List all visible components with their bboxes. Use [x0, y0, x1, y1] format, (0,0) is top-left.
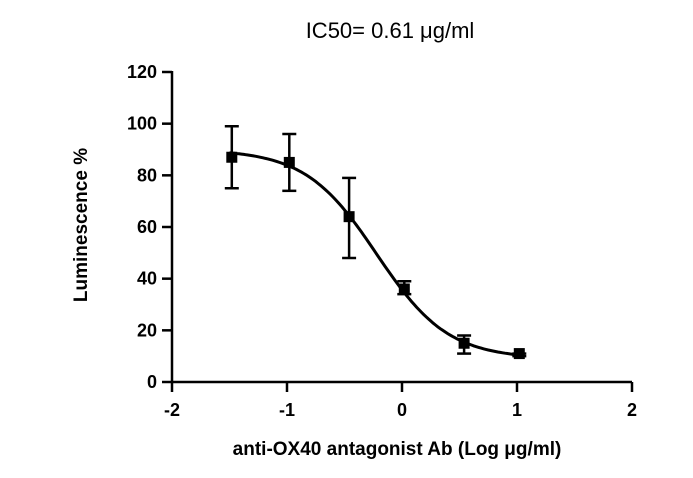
- data-point: [458, 337, 470, 349]
- y-tick-label: 20: [137, 320, 157, 340]
- y-tick-label: 60: [137, 217, 157, 237]
- data-point: [343, 211, 355, 223]
- y-tick-label: 80: [137, 165, 157, 185]
- x-tick-label: 2: [627, 400, 637, 420]
- data-point: [226, 151, 238, 163]
- y-tick-label: 100: [127, 114, 157, 134]
- data-point: [513, 348, 525, 360]
- x-tick-label: -1: [279, 400, 295, 420]
- y-axis-label: Luminescence %: [71, 148, 92, 302]
- x-tick-label: 0: [397, 400, 407, 420]
- data-point: [283, 156, 295, 168]
- data-point: [398, 283, 410, 295]
- y-tick-label: 40: [137, 269, 157, 289]
- x-tick-label: -2: [164, 400, 180, 420]
- chart-title: IC50= 0.61 μg/ml: [306, 18, 475, 43]
- fit-curve: [229, 151, 518, 357]
- y-tick-label: 0: [147, 372, 157, 392]
- x-axis-label: anti-OX40 antagonist Ab (Log μg/ml): [233, 439, 562, 460]
- y-tick-label: 120: [127, 62, 157, 82]
- plot-area: 0 20 40 60 80 100 120 -2 -1 0 1 2: [127, 62, 637, 420]
- x-tick-label: 1: [512, 400, 522, 420]
